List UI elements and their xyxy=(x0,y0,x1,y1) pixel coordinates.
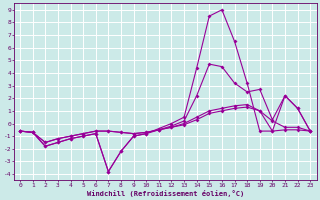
X-axis label: Windchill (Refroidissement éolien,°C): Windchill (Refroidissement éolien,°C) xyxy=(86,190,244,197)
